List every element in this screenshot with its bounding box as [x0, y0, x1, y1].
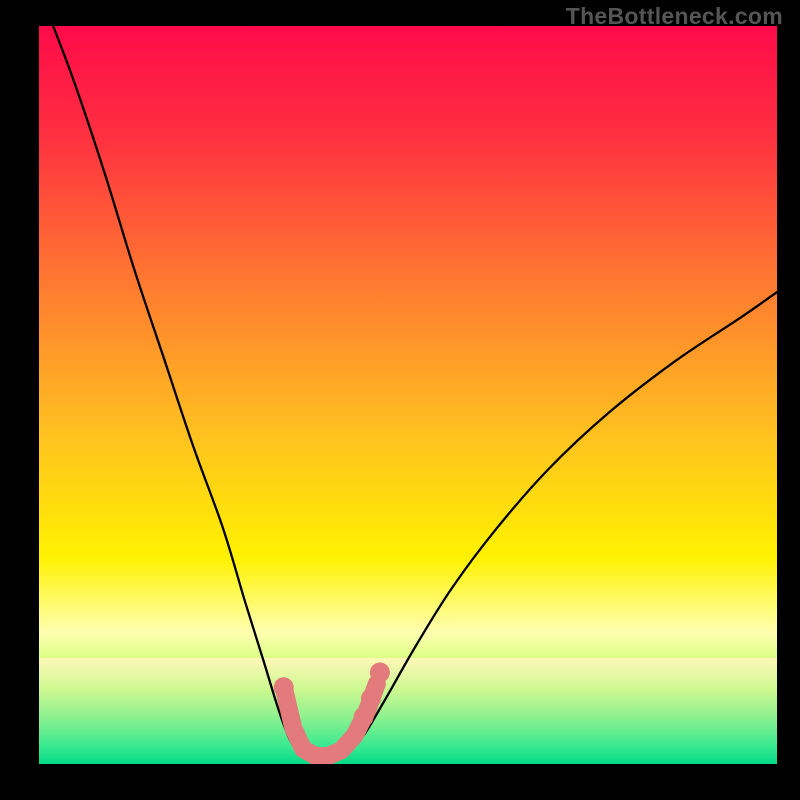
watermark-text: TheBottleneck.com: [566, 3, 783, 30]
plot-background-gradient: [38, 25, 778, 765]
chart-container: { "canvas": { "width": 800, "height": 80…: [0, 0, 800, 800]
plot-green-band: [38, 658, 778, 765]
